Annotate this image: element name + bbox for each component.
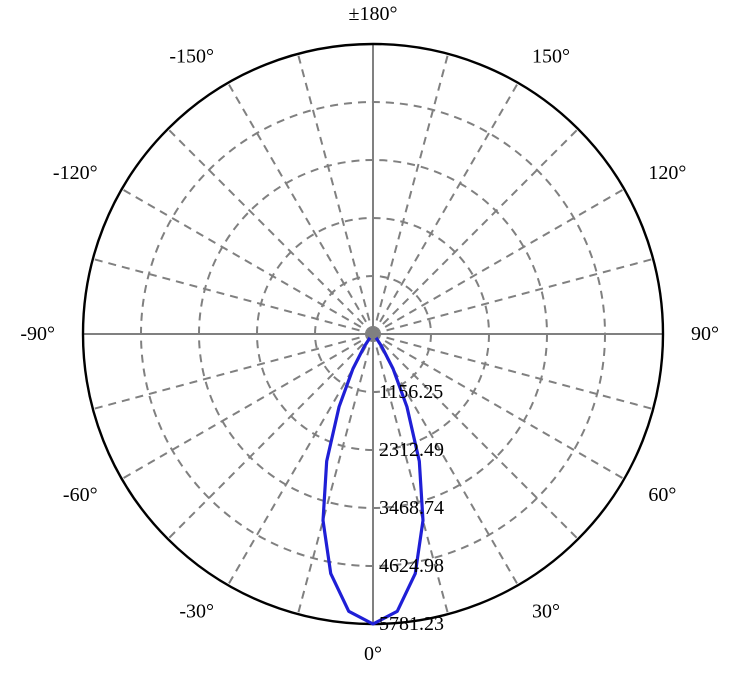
radial-value-label: 3468.74 xyxy=(379,497,444,519)
radial-value-label: 2312.49 xyxy=(379,439,444,461)
angle-label: -30° xyxy=(179,600,214,622)
angle-label: -90° xyxy=(20,323,55,345)
angle-label: 0° xyxy=(364,643,382,665)
radial-value-label: 4624.98 xyxy=(379,555,444,577)
angle-label: 120° xyxy=(648,162,686,184)
angle-label: 150° xyxy=(532,46,570,68)
center-hub xyxy=(368,329,378,339)
polar-chart: 1156.25 2312.49 3468.74 4624.98 5781.23 0° 30°… xyxy=(0,0,746,688)
polar-chart-svg: 1156.25 2312.49 3468.74 4624.98 5781.23 0° 30°… xyxy=(0,0,746,688)
angle-label: -150° xyxy=(169,46,214,68)
angle-label: 30° xyxy=(532,600,560,622)
angle-label: 60° xyxy=(648,484,676,506)
angle-label: 90° xyxy=(691,323,719,345)
radial-value-label: 1156.25 xyxy=(379,381,443,403)
radial-value-label: 5781.23 xyxy=(379,613,444,635)
angle-label: ±180° xyxy=(349,3,398,25)
angle-label: -60° xyxy=(63,484,98,506)
angle-label: -120° xyxy=(53,162,98,184)
